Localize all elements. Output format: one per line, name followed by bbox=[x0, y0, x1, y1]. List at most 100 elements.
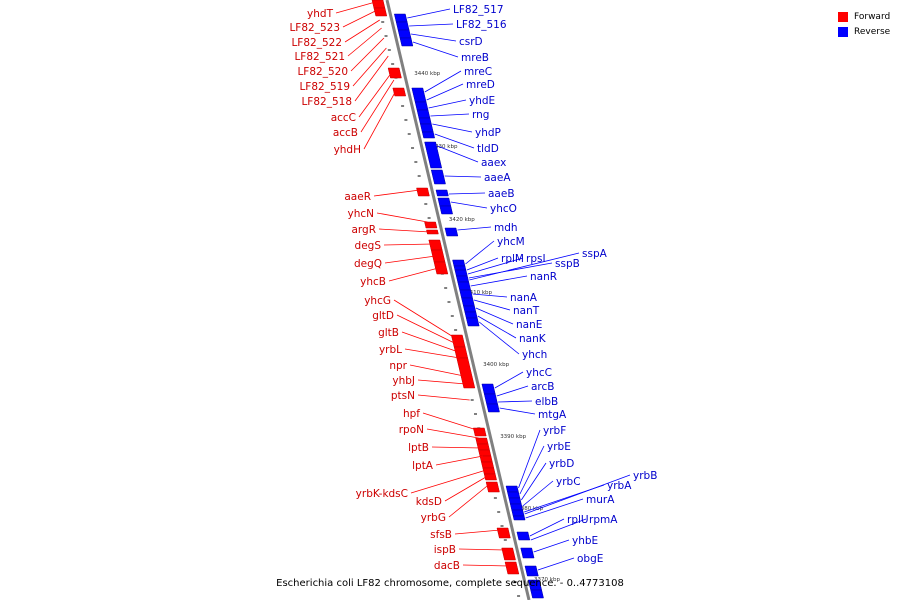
reverse-gene-block bbox=[393, 13, 408, 23]
reverse-leader-line bbox=[426, 83, 464, 101]
gene-label-aaer: aaeR bbox=[344, 191, 371, 203]
gene-label-lf82-520: LF82_520 bbox=[297, 66, 348, 78]
reverse-leader-line bbox=[537, 557, 575, 571]
gene-label-yrbf: yrbF bbox=[543, 425, 566, 437]
gene-label-arcb: arcB bbox=[531, 381, 555, 393]
reverse-gene-block bbox=[420, 123, 434, 133]
gene-label-mrec: mreC bbox=[464, 66, 492, 78]
reverse-leader-line bbox=[533, 539, 570, 553]
gene-label-yrbd: yrbD bbox=[549, 458, 574, 470]
reverse-gene-block bbox=[459, 289, 473, 299]
label-leaders bbox=[335, 1, 631, 571]
kbp-tick-label: 3440 kbp bbox=[414, 71, 440, 77]
gene-label-gltb: gltB bbox=[378, 327, 399, 339]
reverse-leader-line bbox=[450, 201, 488, 209]
gene-label-yhdh: yhdH bbox=[334, 144, 361, 156]
kbp-tick-label: 3430 kbp bbox=[432, 144, 458, 150]
reverse-gene-block bbox=[421, 131, 435, 139]
forward-gene-block bbox=[424, 221, 438, 229]
reverse-leader-line bbox=[478, 321, 520, 355]
forward-leader-line bbox=[454, 529, 501, 535]
gene-label-accc: accC bbox=[331, 112, 356, 124]
forward-leader-line bbox=[444, 475, 488, 502]
reverse-leader-line bbox=[470, 275, 528, 287]
gene-label-yrbb: yrbB bbox=[633, 470, 657, 482]
reverse-gene-block bbox=[457, 281, 471, 291]
gene-label-lf82-517: LF82_517 bbox=[453, 4, 504, 16]
forward-leader-line bbox=[409, 364, 465, 377]
gene-label-aaeb: aaeB bbox=[488, 188, 515, 200]
kbp-tick-label: 3390 kbp bbox=[500, 434, 526, 440]
reverse-leader-line bbox=[407, 8, 451, 19]
reverse-gene-block bbox=[507, 491, 521, 499]
forward-leader-line bbox=[422, 412, 477, 431]
forward-leader-line bbox=[396, 314, 457, 345]
gene-features bbox=[371, 0, 544, 599]
forward-gene-block bbox=[482, 467, 496, 475]
legend: Forward Reverse bbox=[838, 9, 890, 39]
forward-gene-block bbox=[479, 455, 493, 463]
reverse-gene-block bbox=[399, 37, 414, 47]
gene-label-rpon: rpoN bbox=[399, 424, 424, 436]
reverse-leader-line bbox=[430, 113, 470, 117]
gene-label-lf82-518: LF82_518 bbox=[301, 96, 352, 108]
gene-label-yhcc: yhcC bbox=[526, 367, 552, 379]
map-caption: Escherichia coli LF82 chromosome, comple… bbox=[276, 578, 624, 589]
forward-leader-line bbox=[426, 428, 479, 439]
forward-leader-line bbox=[448, 483, 490, 518]
reverse-gene-block bbox=[430, 169, 446, 185]
reverse-gene-block bbox=[424, 141, 443, 169]
reverse-gene-block bbox=[463, 305, 477, 313]
reverse-leader-line bbox=[424, 70, 462, 93]
gene-label-argr: argR bbox=[351, 224, 376, 236]
kbp-tick-label: 3400 kbp bbox=[483, 362, 509, 368]
gene-label-elbb: elbB bbox=[535, 396, 558, 408]
reverse-leader-line bbox=[477, 315, 517, 339]
gene-label-sfsb: sfsB bbox=[430, 529, 452, 541]
gene-label-rplm: rplM bbox=[501, 253, 524, 265]
gene-label-dacb: dacB bbox=[434, 560, 460, 572]
gene-label-lf82-523: LF82_523 bbox=[289, 22, 340, 34]
gene-label-lf82-521: LF82_521 bbox=[294, 51, 345, 63]
forward-leader-line bbox=[335, 1, 376, 14]
forward-gene-block bbox=[453, 346, 469, 359]
reverse-leader-line bbox=[475, 307, 514, 325]
reverse-leader-line bbox=[499, 407, 536, 415]
forward-gene-block bbox=[475, 437, 489, 445]
forward-gene-block bbox=[504, 561, 520, 575]
gene-label-lptb: lptB bbox=[408, 442, 429, 454]
forward-leader-line bbox=[431, 446, 482, 449]
reverse-gene-block bbox=[516, 531, 531, 541]
forward-leader-line bbox=[342, 9, 378, 28]
reverse-leader-line bbox=[518, 429, 541, 489]
reverse-leader-line bbox=[465, 240, 495, 265]
gene-label-sspa: sspA bbox=[582, 248, 608, 260]
reverse-gene-block bbox=[439, 205, 453, 215]
gene-label-yrbl: yrbL bbox=[379, 344, 402, 356]
reverse-gene-block bbox=[465, 317, 480, 327]
forward-leader-line bbox=[354, 55, 389, 102]
gene-label-ptsn: ptsN bbox=[391, 390, 415, 402]
forward-leader-line bbox=[358, 71, 393, 118]
reverse-gene-block bbox=[483, 393, 498, 405]
kbp-tick-label: 3420 kbp bbox=[449, 217, 475, 223]
reverse-gene-block bbox=[395, 21, 410, 31]
gene-label-mtga: mtgA bbox=[538, 409, 567, 421]
chromosome-axis bbox=[385, 0, 531, 600]
reverse-gene-block bbox=[505, 485, 519, 493]
gene-label-yrbg: yrbG bbox=[421, 512, 446, 524]
kbp-tick-label: 3370 kbp bbox=[534, 577, 560, 583]
reverse-leader-line bbox=[467, 257, 524, 275]
gene-label-nanr: nanR bbox=[530, 271, 557, 283]
legend-label-forward: Forward bbox=[854, 11, 891, 22]
forward-leader-line bbox=[404, 348, 460, 359]
reverse-leader-line bbox=[437, 145, 479, 163]
gene-label-csrd: csrD bbox=[459, 36, 483, 48]
reverse-leader-line bbox=[432, 123, 473, 133]
gene-label-lf82-516: LF82_516 bbox=[456, 19, 507, 31]
gene-label-yhbj: yhbJ bbox=[392, 375, 415, 387]
gene-label-yrba: yrbA bbox=[607, 480, 632, 492]
reverse-leader-line bbox=[428, 99, 467, 109]
legend-item-reverse: Reverse bbox=[838, 24, 890, 39]
